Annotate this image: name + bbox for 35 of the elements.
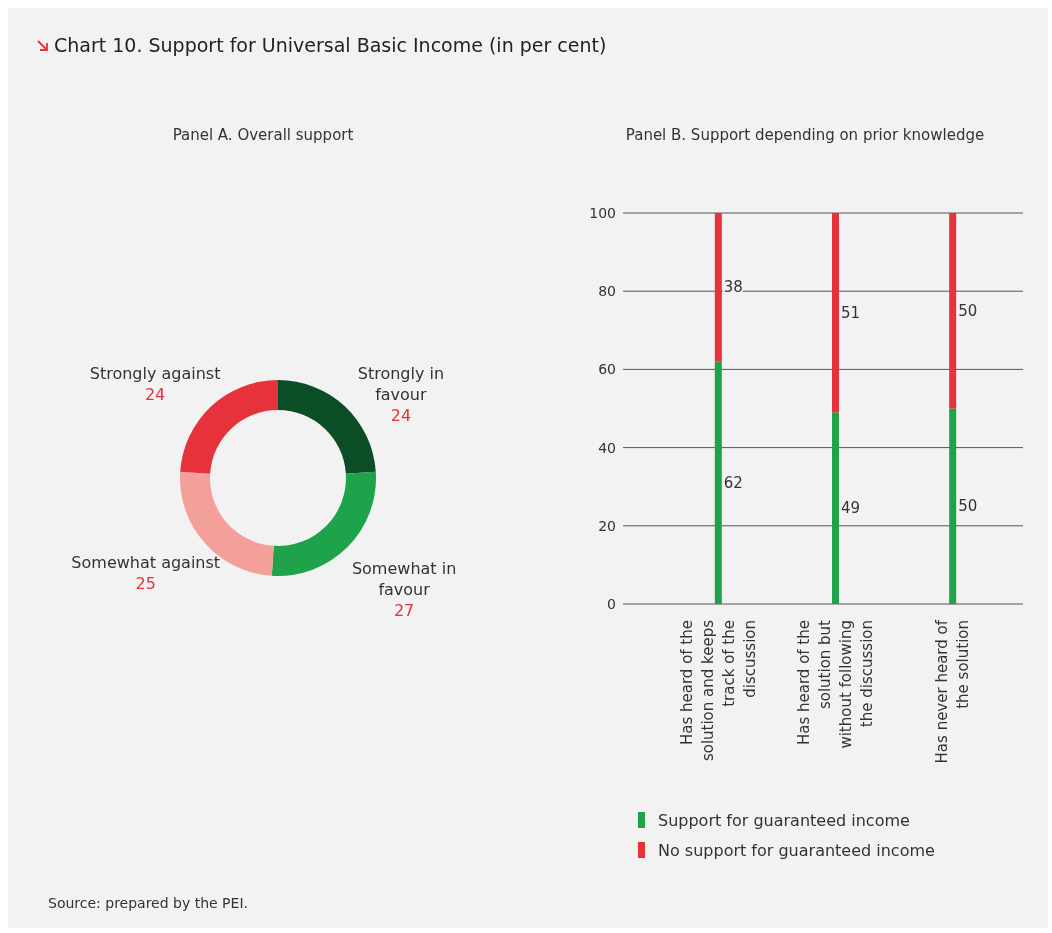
slice-label: Somewhat against bbox=[71, 552, 221, 572]
data-label: 50 bbox=[958, 497, 978, 516]
data-label: 51 bbox=[841, 303, 861, 322]
bar bbox=[832, 213, 839, 413]
data-label: 38 bbox=[723, 278, 743, 297]
donut-slice bbox=[180, 380, 278, 474]
y-tick-label: 20 bbox=[598, 517, 616, 534]
bar bbox=[714, 361, 722, 604]
chart-subtitle: Panel A. Overall support bbox=[172, 126, 354, 144]
data-label: 25 bbox=[135, 573, 156, 593]
bar bbox=[949, 408, 957, 604]
data-label: 62 bbox=[723, 473, 743, 492]
source-note: Source: prepared by the PEI. bbox=[48, 895, 248, 911]
data-label: 24 bbox=[390, 405, 412, 425]
y-tick-label: 80 bbox=[598, 283, 616, 300]
data-label: 24 bbox=[144, 384, 166, 404]
data-label: 50 bbox=[958, 301, 978, 320]
y-tick-label: 100 bbox=[589, 205, 616, 221]
bar bbox=[832, 412, 839, 604]
legend-label: No support for guaranteed income bbox=[658, 841, 935, 860]
x-tick-label: Has heard of the solution and keeps track of the discussion bbox=[677, 619, 759, 762]
y-tick-label: 40 bbox=[598, 439, 616, 456]
data-label: 49 bbox=[841, 499, 861, 518]
y-tick-label: 0 bbox=[607, 596, 616, 612]
legend-label: Support for guaranteed income bbox=[658, 811, 910, 830]
bar bbox=[714, 213, 722, 362]
slice-label: Strongly against bbox=[89, 363, 221, 383]
slice-label: Strongly in favour bbox=[357, 363, 445, 404]
y-tick-label: 60 bbox=[598, 361, 616, 378]
slice-label: Somewhat in favour bbox=[351, 559, 457, 600]
chart-title: Chart 10. Support for Universal Basic Income (in per cent) bbox=[54, 34, 607, 56]
donut-slice bbox=[278, 380, 376, 474]
bar bbox=[949, 213, 957, 409]
data-label: 27 bbox=[393, 601, 415, 621]
chart-title: Panel B. Support depending on prior knowledge bbox=[625, 126, 985, 144]
